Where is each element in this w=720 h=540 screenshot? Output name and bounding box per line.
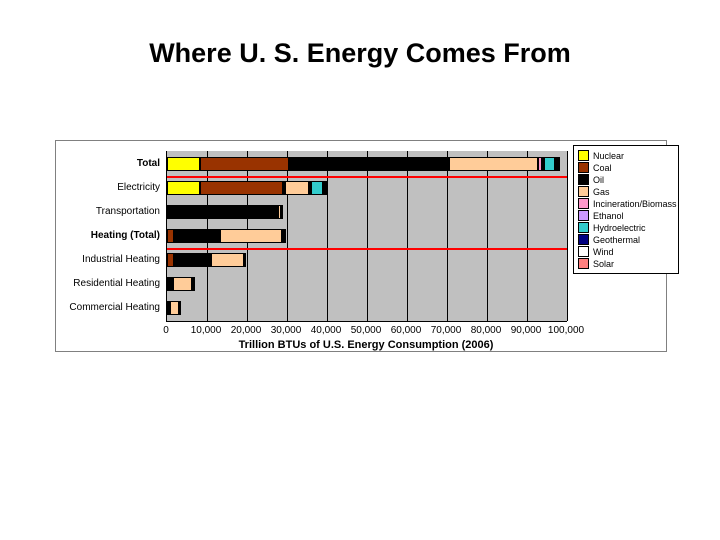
x-tick-label: 40,000 bbox=[311, 325, 342, 336]
legend-swatch bbox=[578, 174, 589, 185]
bar-segment bbox=[170, 301, 180, 315]
legend-item: Hydroelectric bbox=[578, 222, 674, 233]
legend-label: Oil bbox=[593, 175, 604, 185]
category-label: Total bbox=[137, 158, 160, 169]
legend-item: Wind bbox=[578, 246, 674, 257]
separator-line bbox=[167, 176, 567, 178]
gridline bbox=[567, 151, 568, 321]
legend-swatch bbox=[578, 186, 589, 197]
category-label: Industrial Heating bbox=[82, 254, 160, 265]
legend-swatch bbox=[578, 234, 589, 245]
legend: Nuclear Coal Oil Gas Incineration/Biomass Eth… bbox=[573, 145, 679, 274]
legend-swatch bbox=[578, 210, 589, 221]
bar-segment bbox=[544, 157, 556, 171]
bar-segment bbox=[167, 181, 200, 195]
legend-label: Ethanol bbox=[593, 211, 624, 221]
bar-segment bbox=[285, 181, 310, 195]
bar-segment bbox=[558, 157, 560, 171]
legend-label: Nuclear bbox=[593, 151, 624, 161]
bar-segment bbox=[200, 181, 283, 195]
x-tick-label: 0 bbox=[163, 325, 169, 336]
plot-area bbox=[166, 151, 567, 322]
bar-segment bbox=[311, 181, 323, 195]
x-tick-label: 70,000 bbox=[431, 325, 462, 336]
bar-segment bbox=[200, 157, 290, 171]
bar-segment bbox=[325, 181, 327, 195]
legend-swatch bbox=[578, 150, 589, 161]
bar-segment bbox=[179, 301, 181, 315]
x-tick-label: 30,000 bbox=[271, 325, 302, 336]
legend-item: Ethanol bbox=[578, 210, 674, 221]
legend-swatch bbox=[578, 162, 589, 173]
x-tick-label: 90,000 bbox=[511, 325, 542, 336]
legend-label: Solar bbox=[593, 259, 614, 269]
separator-line bbox=[167, 248, 567, 250]
bar-segment bbox=[220, 229, 282, 243]
legend-label: Gas bbox=[593, 187, 610, 197]
legend-swatch bbox=[578, 198, 589, 209]
bar-segment bbox=[284, 229, 286, 243]
legend-label: Coal bbox=[593, 163, 612, 173]
legend-swatch bbox=[578, 246, 589, 257]
bar-segment bbox=[167, 157, 200, 171]
category-label: Electricity bbox=[117, 182, 160, 193]
x-tick-label: 80,000 bbox=[471, 325, 502, 336]
bar-segment bbox=[449, 157, 538, 171]
x-tick-label: 10,000 bbox=[191, 325, 222, 336]
category-label: Commercial Heating bbox=[69, 302, 160, 313]
legend-label: Hydroelectric bbox=[593, 223, 646, 233]
legend-item: Oil bbox=[578, 174, 674, 185]
legend-label: Wind bbox=[593, 247, 614, 257]
x-axis-title: Trillion BTUs of U.S. Energy Consumption… bbox=[166, 339, 566, 351]
x-tick-label: 50,000 bbox=[351, 325, 382, 336]
legend-label: Geothermal bbox=[593, 235, 640, 245]
bar-segment bbox=[167, 253, 174, 267]
legend-item: Geothermal bbox=[578, 234, 674, 245]
page-title: Where U. S. Energy Comes From bbox=[0, 38, 720, 69]
legend-swatch bbox=[578, 258, 589, 269]
bar-segment bbox=[244, 253, 246, 267]
bar-segment bbox=[211, 253, 244, 267]
legend-item: Solar bbox=[578, 258, 674, 269]
bar-segment bbox=[167, 229, 174, 243]
bar-segment bbox=[193, 277, 195, 291]
bar-segment bbox=[174, 253, 212, 267]
legend-label: Incineration/Biomass bbox=[593, 199, 677, 209]
bar-segment bbox=[289, 157, 448, 171]
legend-swatch bbox=[578, 222, 589, 233]
x-tick-label: 60,000 bbox=[391, 325, 422, 336]
category-label: Transportation bbox=[96, 206, 160, 217]
bar-segment bbox=[174, 229, 220, 243]
legend-item: Gas bbox=[578, 186, 674, 197]
legend-item: Coal bbox=[578, 162, 674, 173]
category-label: Heating (Total) bbox=[91, 230, 160, 241]
legend-item: Incineration/Biomass bbox=[578, 198, 674, 209]
bar-segment bbox=[281, 205, 283, 219]
bar-segment bbox=[167, 205, 278, 219]
x-tick-label: 100,000 bbox=[548, 325, 584, 336]
x-tick-label: 20,000 bbox=[231, 325, 262, 336]
bar-segment bbox=[173, 277, 193, 291]
legend-item: Nuclear bbox=[578, 150, 674, 161]
category-label: Residential Heating bbox=[73, 278, 160, 289]
